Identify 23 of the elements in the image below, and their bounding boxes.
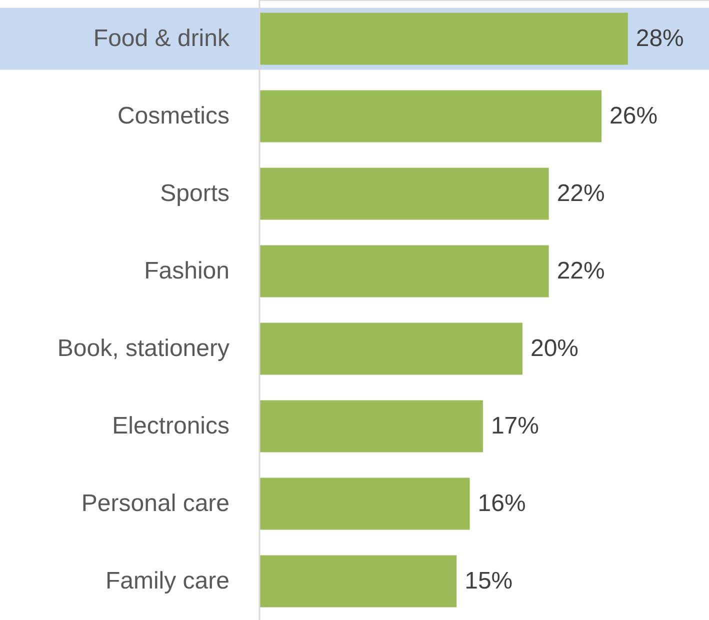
- y-tick-label: Cosmetics: [117, 102, 230, 130]
- y-tick-label: Food & drink: [93, 24, 230, 52]
- data-label: 22%: [556, 257, 605, 284]
- bar: [259, 90, 602, 142]
- bar: [259, 400, 483, 452]
- data-label: 15%: [464, 567, 513, 594]
- data-label: 22%: [556, 180, 605, 207]
- data-label: 28%: [636, 24, 684, 52]
- bar: [259, 322, 522, 375]
- y-tick-label: Electronics: [112, 412, 230, 440]
- y-tick-label: Family care: [105, 567, 230, 594]
- y-tick-label: Book, stationery: [57, 334, 230, 362]
- y-tick-label: Personal care: [81, 490, 230, 517]
- bar: [259, 478, 470, 530]
- data-label: 20%: [530, 334, 579, 362]
- bar: [259, 168, 549, 220]
- data-label: 17%: [490, 412, 539, 440]
- data-label: 26%: [610, 102, 658, 130]
- data-label: 16%: [478, 490, 526, 517]
- bar: [259, 245, 549, 298]
- y-tick-label: Fashion: [144, 257, 230, 284]
- bar: [259, 555, 457, 608]
- y-tick-label: Sports: [160, 180, 230, 207]
